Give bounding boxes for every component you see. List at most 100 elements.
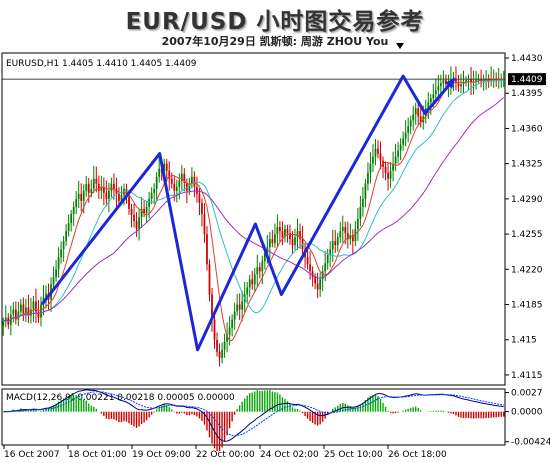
candle-body (246, 287, 249, 295)
candle-body (77, 193, 80, 199)
candle-body (324, 263, 327, 272)
price-y-tick-label: 1.4220 (511, 265, 543, 275)
macd-y-tick-label: 0.0000 (511, 408, 543, 418)
candle-body (351, 235, 354, 242)
candle-body (306, 257, 309, 265)
candle-body (241, 301, 244, 310)
candle-body (470, 79, 472, 83)
candle-body (314, 277, 316, 284)
candle-body (95, 178, 98, 184)
candle-body (417, 108, 420, 117)
candle-body (62, 241, 65, 250)
candle-body (339, 231, 342, 238)
price-y-tick-label: 1.4290 (511, 195, 543, 205)
candle-body (82, 190, 85, 201)
candle-body (14, 309, 17, 320)
candle-body (87, 183, 90, 193)
candle-body (72, 206, 75, 214)
candle-body (170, 178, 173, 184)
candle-body (455, 79, 457, 84)
candle-body (75, 198, 78, 207)
candle-body (57, 257, 60, 270)
candle-body (178, 180, 181, 187)
candle-body (429, 98, 432, 103)
candle-body (419, 116, 422, 123)
candle-body (389, 170, 392, 179)
candle-body (475, 79, 477, 82)
candle-body (286, 229, 289, 234)
candle-body (138, 216, 140, 230)
candle-body (45, 293, 47, 298)
candle-body (113, 183, 115, 189)
current-price-box (508, 73, 546, 86)
candle-body (258, 267, 261, 272)
candle-body (434, 90, 437, 95)
candle-body (261, 261, 264, 272)
candle-body (80, 193, 83, 201)
time-axis: 16 Oct 2007 18 Oct 01:00 19 Oct 09:00 22 Oc… (3, 445, 447, 460)
candle-body (502, 79, 505, 81)
candle-body (263, 253, 266, 262)
candle-body (90, 188, 93, 193)
candle-body (336, 237, 339, 246)
candle-body (397, 150, 399, 157)
price-y-tick-label: 1.4395 (511, 89, 543, 99)
candle-body (316, 283, 319, 290)
moving-average-line (2, 78, 504, 341)
candle-body (180, 173, 183, 181)
candle-body (359, 206, 362, 219)
candle-body (379, 153, 382, 161)
candle-body (201, 202, 203, 214)
candle-body (457, 83, 460, 87)
candle-body (228, 327, 231, 335)
candle-body (256, 267, 259, 275)
candle-body (206, 234, 208, 265)
candle-body (271, 239, 274, 244)
candle-body (409, 120, 412, 127)
candle-body (130, 208, 133, 215)
candle-body (387, 172, 389, 179)
candle-body (281, 231, 284, 238)
candle-body (100, 186, 103, 191)
candle-body (238, 304, 241, 310)
candle-body (329, 249, 332, 256)
price-y-tick-label: 1.4430 (511, 54, 543, 64)
candle-body (148, 198, 151, 207)
candle-body (321, 271, 324, 280)
candle-body (110, 183, 113, 191)
price-y-tick-label: 1.4325 (511, 160, 543, 170)
candle-body (487, 79, 490, 81)
candle-body (299, 231, 301, 240)
candle-body (163, 163, 166, 173)
candle-body (334, 241, 337, 246)
candle-body (165, 163, 168, 171)
candle-body (291, 239, 294, 246)
candle-body (65, 231, 68, 242)
candle-body (35, 301, 37, 312)
current-price-label: 1.4409 (511, 75, 543, 85)
candle-body (331, 241, 334, 250)
candle-body (404, 132, 407, 139)
candle-body (70, 213, 73, 224)
candle-body (173, 183, 176, 191)
candle-body (349, 235, 352, 240)
candle-body (221, 349, 223, 358)
candle-body (319, 279, 322, 290)
candle-body (372, 156, 374, 164)
price-y-tick-label: 1.4360 (511, 124, 543, 134)
x-tick-label: 16 Oct 2007 (4, 450, 60, 460)
candle-body (354, 229, 357, 242)
candle-body (356, 219, 359, 230)
candle-body (25, 307, 27, 314)
candle-body (384, 166, 387, 173)
candle-body (40, 304, 42, 318)
candle-body (193, 176, 196, 187)
candle-body (123, 188, 125, 195)
candle-body (248, 279, 251, 288)
candle-body (32, 301, 35, 310)
x-tick-label: 26 Oct 18:00 (388, 450, 447, 460)
candle-body (105, 192, 108, 199)
price-info-label: EURUSD,H1 1.4405 1.4410 1.4405 1.4409 (6, 59, 197, 69)
macd-signal-line (3, 391, 504, 437)
candle-body (120, 194, 123, 201)
